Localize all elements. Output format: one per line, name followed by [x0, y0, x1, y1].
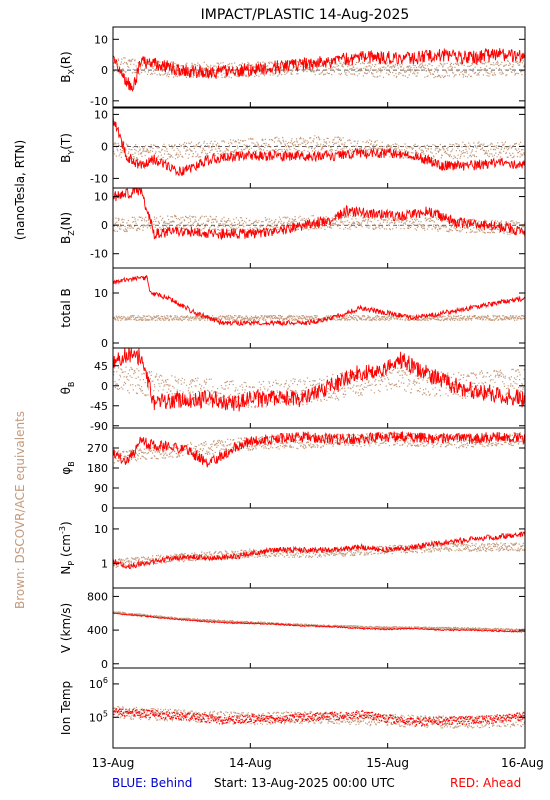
y-tick-label: -10 — [90, 172, 108, 185]
y-tick-label: 10 — [94, 523, 108, 536]
y-tick-label: 45 — [94, 360, 108, 373]
series-group — [113, 47, 525, 93]
series-ahead — [113, 112, 525, 177]
y-axis-label: V (km/s) — [59, 603, 73, 653]
y-tick-label: 10 — [94, 33, 108, 46]
footer-start-label: Start: 13-Aug-2025 00:00 UTC — [214, 776, 395, 790]
series-group — [113, 188, 525, 241]
x-axis-labels: 13-Aug 14-Aug 15-Aug 16-Aug — [92, 756, 544, 770]
y-axis-label: BX(R) — [59, 51, 76, 82]
y-tick-label: -90 — [90, 420, 108, 433]
panel-6: 1 10 NP (cm-3) — [58, 507, 526, 589]
y-tick-label: 106 — [89, 676, 108, 691]
y-tick-label: 90 — [94, 482, 108, 495]
panel-frame — [112, 507, 526, 589]
panel-7: 0 400 800 V (km/s) — [59, 587, 526, 671]
series-group — [113, 531, 525, 570]
x-tick-label: 15-Aug — [366, 756, 409, 770]
series-group — [113, 611, 525, 633]
footer-blue-label: BLUE: Behind — [112, 776, 192, 790]
y-tick-label: 0 — [101, 140, 108, 153]
y-tick-label: 105 — [89, 709, 108, 724]
series-ahead — [113, 431, 525, 468]
x-tick-label: 13-Aug — [92, 756, 135, 770]
series-equivalent — [113, 135, 525, 162]
y-tick-label: 400 — [87, 624, 108, 637]
y-tick-label: 0 — [101, 380, 108, 393]
y-tick-label: 180 — [87, 462, 108, 475]
x-tick-label: 16-Aug — [501, 756, 544, 770]
series-ahead — [113, 612, 525, 633]
units-side-label: (nanoTesla, RTN) — [13, 140, 27, 240]
y-tick-label: -10 — [90, 95, 108, 108]
y-tick-label: 270 — [87, 442, 108, 455]
y-tick-label: 1 — [101, 558, 108, 571]
panel-frame — [112, 26, 526, 108]
panel-8: 105 106 Ion Temp — [59, 667, 526, 749]
panel-5: 0 90 180 270 φB — [59, 427, 526, 515]
y-axis-label: Ion Temp — [59, 681, 73, 735]
y-axis-label: φB — [59, 461, 76, 474]
y-axis-label: total B — [59, 288, 73, 328]
panel-1: -10 0 10 BY(T) — [59, 107, 526, 189]
y-tick-label: 10 — [94, 287, 108, 300]
y-tick-label: 0 — [101, 502, 108, 515]
y-axis-label: BZ(N) — [59, 212, 76, 244]
brown-note-side-label: Brown: DSCOVR/ACE equivalents — [13, 411, 27, 609]
panel-2: -10 0 10 BZ(N) — [59, 187, 526, 269]
y-tick-label: 0 — [101, 658, 108, 671]
y-tick-label: 800 — [87, 590, 108, 603]
y-tick-label: 0 — [101, 337, 108, 350]
panel-frame — [112, 107, 526, 189]
y-axis-label: BY(T) — [59, 133, 76, 163]
y-tick-label: 10 — [94, 108, 108, 121]
series-ahead — [113, 274, 525, 327]
series-ahead — [113, 708, 525, 727]
series-group — [113, 348, 525, 412]
series-ahead — [113, 348, 525, 412]
series-group — [113, 112, 525, 177]
panel-0: -10 0 10 BX(R) — [59, 26, 526, 108]
panel-frame — [112, 667, 526, 749]
y-tick-label: 0 — [101, 219, 108, 232]
series-group — [113, 274, 525, 327]
y-tick-label: 0 — [101, 64, 108, 77]
series-group — [113, 431, 525, 468]
y-tick-label: 10 — [94, 191, 108, 204]
y-tick-label: -10 — [90, 248, 108, 261]
chart-title: IMPACT/PLASTIC 14-Aug-2025 — [201, 7, 410, 23]
y-axis-label: θB — [59, 382, 76, 395]
footer-red-label: RED: Ahead — [450, 776, 521, 790]
series-equivalent — [113, 611, 525, 632]
panel-4: -90 -45 0 45 θB — [59, 347, 526, 433]
series-equivalent — [113, 542, 525, 568]
series-ahead — [113, 188, 525, 241]
panels: -10010BX(R)-10010BY(T)-10010BZ(N)010tota… — [58, 26, 526, 749]
series-ahead — [113, 47, 525, 93]
series-group — [113, 706, 525, 729]
series-ahead — [113, 531, 525, 570]
x-tick-label: 14-Aug — [229, 756, 272, 770]
y-axis-label: NP (cm-3) — [58, 521, 76, 574]
y-tick-label: -45 — [90, 400, 108, 413]
panel-3: 0 10 total B — [59, 267, 526, 350]
